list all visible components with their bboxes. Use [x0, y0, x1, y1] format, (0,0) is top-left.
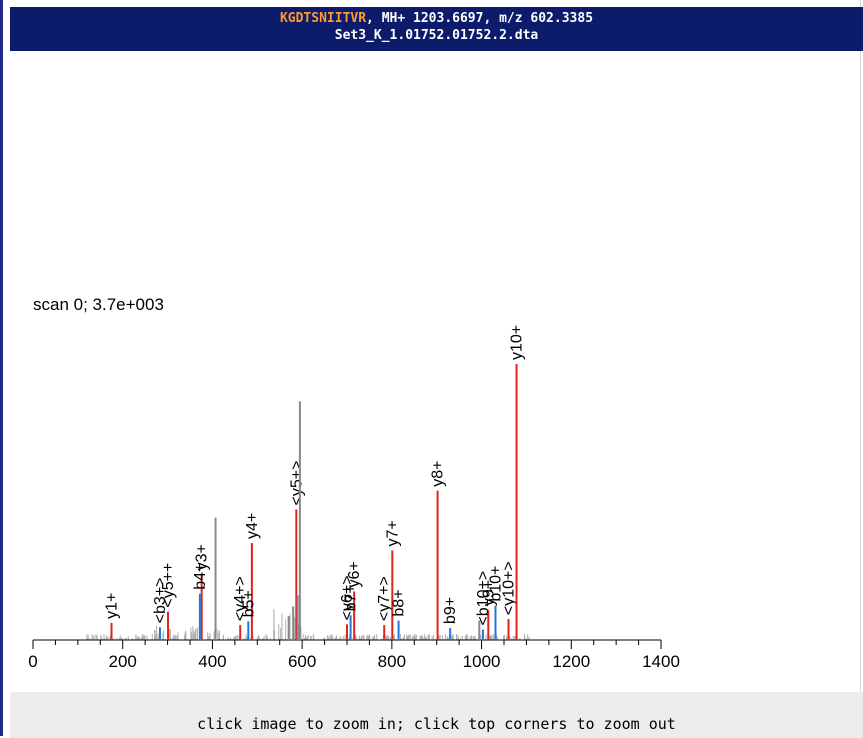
b-ion-label: b9+ [442, 597, 459, 624]
y-ion-label: <y6+> [339, 575, 356, 620]
zoom-hint-bar: click image to zoom in; click top corner… [10, 692, 863, 738]
b-ion-label: b7+ [343, 584, 360, 611]
x-tick-label: 1200 [552, 652, 590, 671]
x-tick-label: 600 [288, 652, 316, 671]
x-tick-label: 1000 [463, 652, 501, 671]
y-ion-label: <y7+> [376, 576, 393, 621]
y-ion-label: y7+ [384, 520, 401, 546]
y-ion-label: <y5+> [288, 461, 305, 506]
x-tick-label: 1400 [642, 652, 680, 671]
y-ion-label: <y10+> [500, 561, 517, 615]
x-tick-label: 400 [198, 652, 226, 671]
y-ion-label: y8+ [430, 461, 447, 487]
y-ion-label: <y4+> [232, 576, 249, 621]
peptide-info-line: KGDTSNIITVR, MH+ 1203.6697, m/z 602.3385 [10, 10, 863, 27]
x-tick-label: 0 [28, 652, 37, 671]
y-ion-label: y4+ [244, 513, 261, 539]
y-ion-label: <y5++ [160, 563, 177, 608]
x-tick-label: 800 [378, 652, 406, 671]
b-ion-label: <b3+> [152, 577, 169, 623]
precursor-info: , MH+ 1203.6697, m/z 602.3385 [366, 11, 594, 26]
b-ion-label: b8+ [391, 589, 408, 616]
y-ion-label: y6+ [346, 561, 363, 587]
chart-title: scan 0; 3.7e+003 [33, 295, 164, 314]
zoom-hint-text: click image to zoom in; click top corner… [197, 715, 676, 733]
x-tick-label: 200 [109, 652, 137, 671]
b-ion-label: <b10+> [475, 571, 492, 626]
spectrum-header: KGDTSNIITVR, MH+ 1203.6697, m/z 602.3385… [10, 7, 863, 51]
b-ion-label: b10+ [487, 566, 504, 602]
y-ion-label: y9+ [480, 580, 497, 606]
y-ion-label: y1+ [104, 593, 121, 619]
b-ion-label: b4+ [192, 563, 209, 590]
y-ion-label: y10+ [509, 325, 526, 360]
y-ion-label: y3+ [194, 544, 211, 570]
b-ion-label: b5+ [240, 590, 257, 617]
peptide-sequence: KGDTSNIITVR [279, 11, 367, 26]
file-name: Set3_K_1.01752.01752.2.dta [334, 28, 539, 43]
